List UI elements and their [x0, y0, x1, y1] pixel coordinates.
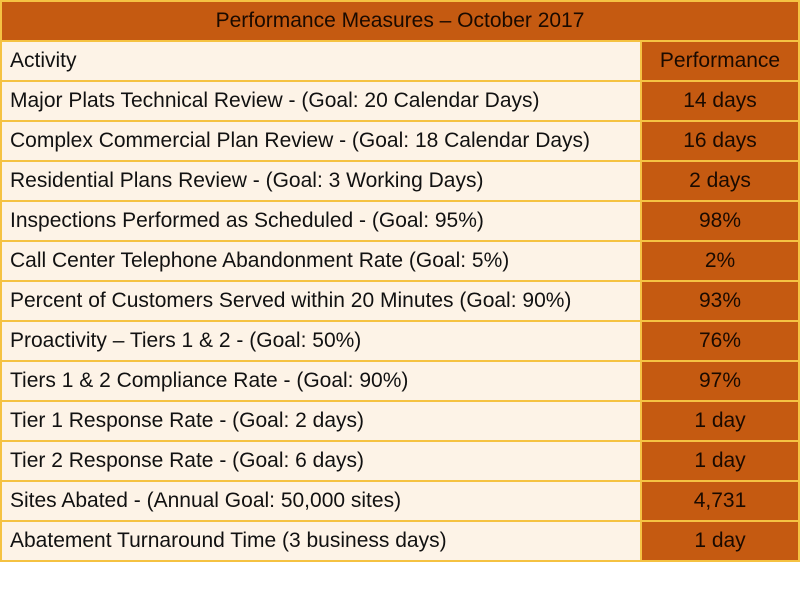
table-row: Complex Commercial Plan Review - (Goal: … [0, 120, 800, 162]
performance-cell: 14 days [640, 80, 800, 122]
activity-cell: Percent of Customers Served within 20 Mi… [0, 280, 642, 322]
performance-cell: 2 days [640, 160, 800, 202]
table-title: Performance Measures – October 2017 [0, 0, 800, 42]
performance-cell: 98% [640, 200, 800, 242]
table-row: Abatement Turnaround Time (3 business da… [0, 520, 800, 562]
table-row: Tiers 1 & 2 Compliance Rate - (Goal: 90%… [0, 360, 800, 402]
performance-cell: 4,731 [640, 480, 800, 522]
table-row: Sites Abated - (Annual Goal: 50,000 site… [0, 480, 800, 522]
activity-cell: Tier 2 Response Rate - (Goal: 6 days) [0, 440, 642, 482]
activity-cell: Call Center Telephone Abandonment Rate (… [0, 240, 642, 282]
activity-cell: Sites Abated - (Annual Goal: 50,000 site… [0, 480, 642, 522]
activity-cell: Major Plats Technical Review - (Goal: 20… [0, 80, 642, 122]
activity-cell: Tier 1 Response Rate - (Goal: 2 days) [0, 400, 642, 442]
table-row: Tier 2 Response Rate - (Goal: 6 days) 1 d… [0, 440, 800, 482]
activity-cell: Abatement Turnaround Time (3 business da… [0, 520, 642, 562]
table-row: Percent of Customers Served within 20 Mi… [0, 280, 800, 322]
performance-cell: 93% [640, 280, 800, 322]
table-row: Tier 1 Response Rate - (Goal: 2 days) 1 d… [0, 400, 800, 442]
activity-cell: Complex Commercial Plan Review - (Goal: … [0, 120, 642, 162]
header-row: Activity Performance [0, 40, 800, 82]
column-header-activity: Activity [0, 40, 642, 82]
performance-table: Performance Measures – October 2017 Acti… [0, 0, 800, 562]
activity-cell: Residential Plans Review - (Goal: 3 Work… [0, 160, 642, 202]
table-row: Major Plats Technical Review - (Goal: 20… [0, 80, 800, 122]
performance-cell: 97% [640, 360, 800, 402]
activity-cell: Inspections Performed as Scheduled - (Go… [0, 200, 642, 242]
table-row: Call Center Telephone Abandonment Rate (… [0, 240, 800, 282]
activity-cell: Proactivity – Tiers 1 & 2 - (Goal: 50%) [0, 320, 642, 362]
performance-cell: 16 days [640, 120, 800, 162]
table-row: Proactivity – Tiers 1 & 2 - (Goal: 50%) 7… [0, 320, 800, 362]
performance-cell: 1 day [640, 440, 800, 482]
performance-cell: 1 day [640, 520, 800, 562]
performance-cell: 1 day [640, 400, 800, 442]
performance-cell: 2% [640, 240, 800, 282]
table-row: Inspections Performed as Scheduled - (Go… [0, 200, 800, 242]
activity-cell: Tiers 1 & 2 Compliance Rate - (Goal: 90%… [0, 360, 642, 402]
performance-cell: 76% [640, 320, 800, 362]
title-row: Performance Measures – October 2017 [0, 0, 800, 42]
column-header-performance: Performance [640, 40, 800, 82]
table-row: Residential Plans Review - (Goal: 3 Work… [0, 160, 800, 202]
